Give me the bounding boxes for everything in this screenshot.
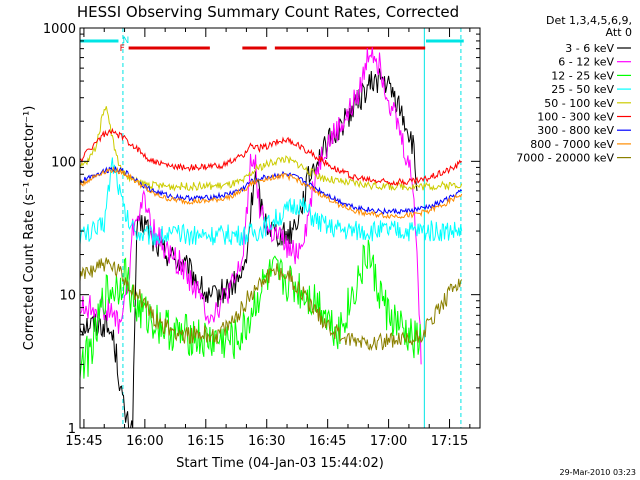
series-line-2 — [79, 239, 422, 380]
x-tick-label-2: 16:15 — [187, 434, 224, 449]
x-tick-label-3: 16:30 — [248, 434, 285, 449]
x-tick-label-1: 16:00 — [126, 434, 163, 449]
x-tick-label-4: 16:45 — [309, 434, 346, 449]
series-line-3 — [79, 157, 463, 246]
series-line-0 — [79, 68, 418, 429]
flare-flag-label: F — [120, 44, 125, 54]
legend-label-1: 6 - 12 keV — [558, 56, 614, 69]
x-axis: 15:45 16:00 16:15 16:30 16:45 17:00 17:15 — [65, 28, 471, 449]
x-tick-label-6: 17:15 — [431, 434, 468, 449]
y-axis-label: Corrected Count Rate (s⁻¹ detector⁻¹) — [22, 106, 37, 351]
plot-frame — [79, 27, 481, 429]
legend-header-line-1: Det 1,3,4,5,6,9, — [546, 14, 632, 27]
legend-label-4: 50 - 100 keV — [544, 97, 614, 110]
y-tick-label-1: 10 — [59, 289, 76, 304]
chart-title: HESSI Observing Summary Count Rates, Cor… — [77, 3, 459, 21]
series-line-7 — [79, 165, 463, 219]
generation-timestamp: 29-Mar-2010 03:23 — [560, 468, 637, 477]
series-line-8 — [79, 257, 463, 352]
y-tick-label-2: 100 — [51, 155, 76, 170]
y-tick-label-0: 1 — [68, 422, 76, 437]
legend-label-2: 12 - 25 keV — [551, 69, 614, 82]
x-axis-label: Start Time (04-Jan-03 15:44:02) — [176, 456, 384, 471]
x-tick-label-0: 15:45 — [65, 434, 102, 449]
series-layer — [79, 47, 463, 429]
legend-label-5: 100 - 300 keV — [537, 111, 614, 124]
night-flag-label: N — [122, 36, 129, 46]
series-line-6 — [79, 166, 463, 215]
series-line-5 — [79, 127, 463, 187]
x-tick-label-5: 17:00 — [370, 434, 407, 449]
y-tick-label-3: 1000 — [43, 22, 76, 37]
legend-label-7: 800 - 7000 keV — [530, 138, 614, 151]
legend-label-3: 25 - 50 keV — [551, 83, 614, 96]
series-line-1 — [79, 47, 422, 365]
legend-label-0: 3 - 6 keV — [565, 42, 614, 55]
legend-label-8: 7000 - 20000 keV — [516, 152, 614, 165]
legend-header-line-2: Att 0 — [606, 26, 632, 39]
y-axis: 1 10 100 1000 — [43, 22, 480, 437]
legend-label-6: 300 - 800 keV — [537, 124, 614, 137]
